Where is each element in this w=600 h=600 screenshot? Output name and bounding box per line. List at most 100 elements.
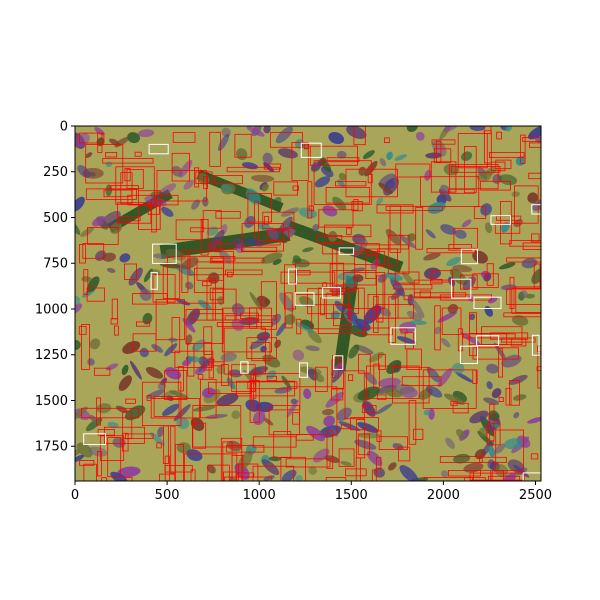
detection-box bbox=[343, 272, 386, 309]
detection-box bbox=[509, 276, 515, 309]
image-blob bbox=[115, 405, 128, 414]
image-blob bbox=[262, 152, 273, 165]
image-blob bbox=[441, 470, 449, 478]
detection-box bbox=[192, 405, 242, 448]
detection-box bbox=[214, 175, 243, 185]
detection-box bbox=[350, 417, 379, 431]
image-blob bbox=[92, 216, 106, 227]
detection-box bbox=[82, 243, 105, 259]
image-blob bbox=[508, 374, 528, 385]
x-tick-label: 0 bbox=[71, 488, 79, 503]
x-tick-label: 500 bbox=[155, 488, 180, 503]
detection-box bbox=[171, 152, 191, 182]
y-tick-label: 1250 bbox=[35, 348, 68, 363]
detection-box bbox=[203, 176, 208, 189]
image-blob bbox=[323, 415, 336, 427]
detection-box bbox=[344, 370, 365, 420]
image-blob bbox=[521, 257, 538, 269]
detection-box bbox=[506, 257, 541, 263]
image-blob bbox=[321, 408, 335, 416]
image-blob bbox=[261, 183, 269, 192]
detection-box bbox=[292, 185, 299, 191]
image-blob bbox=[139, 347, 149, 358]
image-blob bbox=[486, 381, 493, 390]
detection-box bbox=[522, 136, 541, 142]
image-blob bbox=[410, 297, 425, 319]
image-blob bbox=[401, 271, 415, 286]
detection-box bbox=[345, 168, 398, 198]
image-blob bbox=[348, 344, 360, 359]
image-blob bbox=[384, 272, 403, 281]
detection-box bbox=[494, 223, 521, 234]
image-blob bbox=[226, 377, 236, 390]
detection-box bbox=[469, 472, 525, 481]
detection-box bbox=[537, 352, 541, 389]
detection-box bbox=[191, 422, 207, 449]
detection-box bbox=[189, 250, 234, 276]
image-blob bbox=[392, 443, 404, 451]
image-blob bbox=[117, 466, 141, 478]
image-blob bbox=[406, 126, 418, 133]
detection-box bbox=[340, 424, 350, 430]
image-blob bbox=[504, 438, 524, 450]
image-blob bbox=[96, 137, 105, 147]
image-blob bbox=[487, 296, 498, 304]
detection-box bbox=[194, 167, 200, 188]
image-blob bbox=[378, 182, 393, 194]
image-blob bbox=[192, 339, 206, 352]
y-tick-label: 750 bbox=[43, 257, 68, 272]
image-blob bbox=[351, 239, 368, 257]
image-blob bbox=[286, 399, 299, 418]
detection-box bbox=[387, 234, 410, 275]
y-tick-label: 1000 bbox=[35, 302, 68, 317]
detection-box bbox=[280, 271, 336, 284]
image-blob bbox=[183, 179, 194, 190]
detection-box bbox=[393, 284, 433, 290]
detection-box bbox=[452, 402, 469, 414]
image-blob bbox=[330, 310, 340, 320]
detection-box bbox=[131, 293, 168, 305]
detection-box bbox=[257, 240, 281, 246]
detection-box bbox=[478, 456, 507, 463]
image-blob bbox=[226, 440, 242, 452]
image-blob bbox=[386, 151, 393, 161]
image-blob bbox=[75, 406, 88, 420]
secondary-box bbox=[390, 327, 416, 345]
detection-box bbox=[94, 367, 111, 376]
detection-box bbox=[472, 369, 478, 384]
secondary-box bbox=[322, 287, 342, 299]
detection-box bbox=[102, 158, 154, 164]
secondary-box bbox=[148, 143, 169, 155]
detection-box bbox=[171, 317, 181, 354]
detection-box bbox=[378, 353, 386, 370]
image-blob bbox=[157, 426, 165, 438]
image-blob bbox=[307, 329, 322, 344]
image-blob bbox=[314, 176, 331, 188]
detection-box bbox=[394, 271, 420, 284]
image-blob bbox=[455, 371, 474, 383]
image-blob bbox=[161, 403, 180, 416]
detection-box bbox=[216, 321, 273, 327]
detection-box bbox=[284, 292, 293, 329]
image-blob bbox=[350, 267, 365, 273]
detection-box bbox=[449, 164, 499, 190]
image-blob bbox=[128, 267, 143, 286]
detection-box bbox=[199, 378, 217, 419]
image-blob bbox=[501, 354, 522, 368]
image-blob bbox=[150, 269, 161, 276]
detection-box bbox=[114, 325, 119, 336]
image-blob bbox=[192, 405, 216, 412]
detection-box bbox=[291, 141, 309, 181]
image-blob bbox=[378, 173, 396, 187]
image-blob bbox=[85, 417, 103, 432]
image-blob bbox=[469, 410, 489, 424]
image-blob bbox=[270, 313, 282, 326]
image-blob bbox=[139, 288, 152, 301]
detection-box bbox=[96, 397, 101, 426]
green-stripe bbox=[286, 220, 404, 274]
detection-box bbox=[361, 404, 377, 413]
detection-box bbox=[389, 205, 402, 253]
detection-box bbox=[209, 131, 221, 167]
image-blob bbox=[299, 295, 315, 308]
detection-box bbox=[296, 318, 302, 335]
